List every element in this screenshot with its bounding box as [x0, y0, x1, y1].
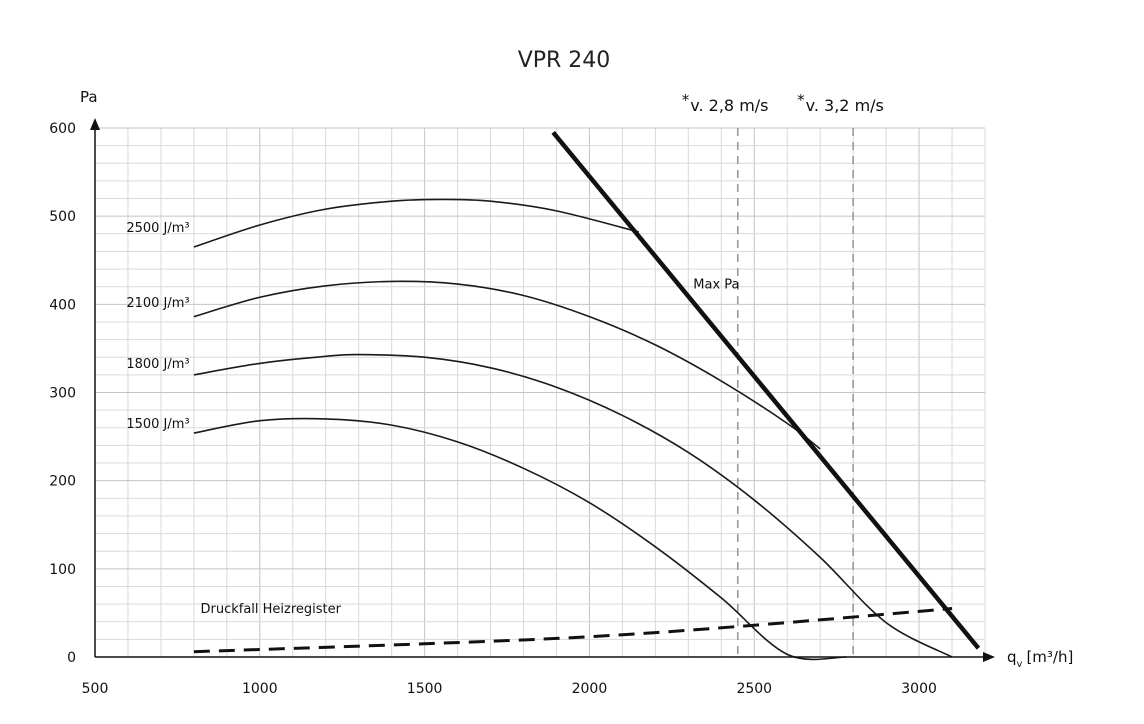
- series-curve: [193, 280, 821, 450]
- series-druckfall: [193, 607, 953, 654]
- y-tick-label: 500: [49, 209, 76, 225]
- annotation-label: 1800 J/m³: [126, 357, 189, 372]
- grid: [94, 127, 986, 658]
- velocity-label: *v. 3,2 m/s: [797, 91, 884, 115]
- velocity-label-text: v. 3,2 m/s: [806, 96, 884, 115]
- series-group: [193, 130, 981, 661]
- y-tick-label: 300: [49, 386, 76, 402]
- x-tick-label: 1000: [242, 681, 278, 697]
- annotation-label: Druckfall Heizregister: [200, 602, 341, 617]
- series-curve: [193, 417, 847, 661]
- axes: [90, 118, 995, 662]
- y-tick-label: 200: [49, 474, 76, 490]
- annotation-label: 2500 J/m³: [126, 221, 189, 236]
- annotations: 2500 J/m³ 2100 J/m³ 1800 J/m³ 1500 J/m³ Max …: [126, 221, 739, 617]
- velocity-label-text: v. 2,8 m/s: [690, 96, 768, 115]
- x-axis-label-q: q: [1007, 648, 1017, 666]
- annotation-label: 2100 J/m³: [126, 296, 189, 311]
- x-tick-label: 2000: [572, 681, 608, 697]
- x-tick-label: 2500: [736, 681, 772, 697]
- series-curve: [193, 198, 640, 248]
- x-tick-label: 3000: [901, 681, 937, 697]
- x-axis-label: qv [m³/h]: [1007, 648, 1073, 670]
- x-axis-label-sub: v: [1017, 659, 1023, 670]
- x-tick-label: 1500: [407, 681, 443, 697]
- velocity-label-star: *: [682, 91, 690, 109]
- y-tick-label: 100: [49, 562, 76, 578]
- series-max-pa: [551, 130, 981, 650]
- velocity-label-star: *: [797, 91, 805, 109]
- x-axis-arrow: [983, 652, 995, 662]
- velocity-lines: *v. 2,8 m/s *v. 3,2 m/s: [682, 91, 884, 657]
- y-axis-label: Pa: [80, 88, 98, 106]
- series-curve: [193, 353, 953, 658]
- annotation-label: 1500 J/m³: [126, 417, 189, 432]
- y-axis-arrow: [90, 118, 100, 130]
- chart-title: VPR 240: [518, 48, 611, 73]
- y-tick-label: 600: [49, 121, 76, 137]
- y-tick-label: 400: [49, 297, 76, 313]
- tick-labels: 500 1000 1500 2000 2500 3000 0 100 200 300 400 500 6…: [49, 121, 937, 697]
- x-tick-label: 500: [82, 681, 109, 697]
- x-axis-label-unit: [m³/h]: [1026, 648, 1073, 666]
- y-tick-label: 0: [67, 650, 76, 666]
- velocity-label: *v. 2,8 m/s: [682, 91, 769, 115]
- annotation-label: Max Pa: [693, 277, 739, 292]
